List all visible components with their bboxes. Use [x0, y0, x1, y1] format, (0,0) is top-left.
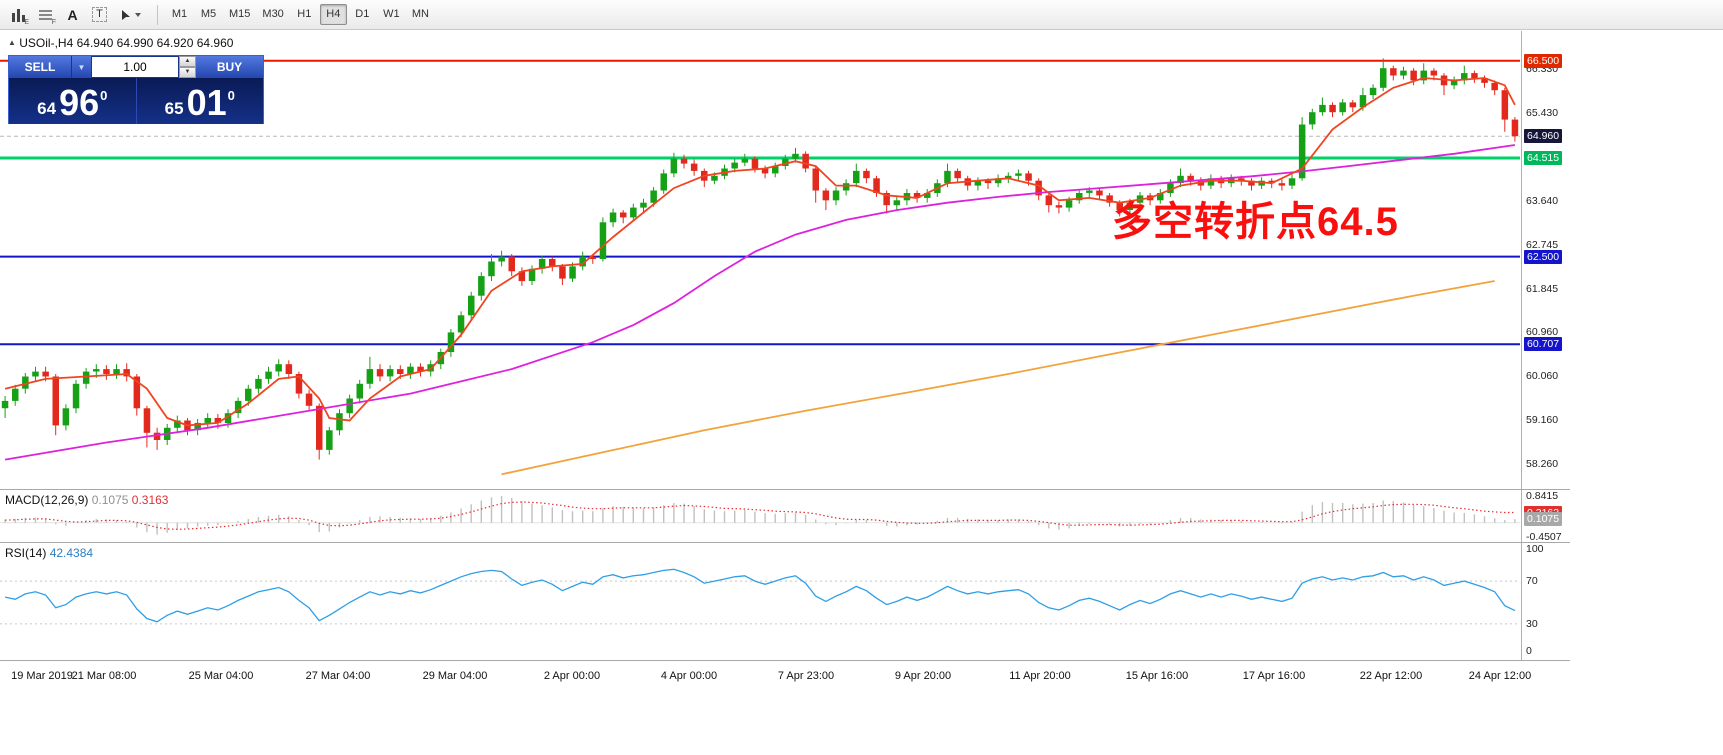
- macd-plot[interactable]: [0, 490, 1520, 542]
- bar-chart-icon: [11, 8, 25, 22]
- chart-symbol-header: ▲ USOil-,H4 64.940 64.990 64.920 64.960: [8, 36, 233, 50]
- time-tick-label: 17 Apr 16:00: [1242, 670, 1306, 682]
- toolbar-separator: [157, 4, 158, 25]
- time-tick-label: 4 Apr 00:00: [660, 670, 718, 682]
- rsi-name: RSI(14): [5, 546, 47, 560]
- volume-input[interactable]: [91, 56, 179, 78]
- spinner-up-icon[interactable]: ▲: [179, 56, 196, 67]
- panel-splitter[interactable]: [0, 660, 1570, 661]
- spinner-down-icon[interactable]: ▼: [179, 67, 196, 78]
- sell-price[interactable]: 64 96 0: [9, 78, 137, 124]
- arrow-tool-button[interactable]: [114, 4, 148, 26]
- price-badge: 62.500: [1524, 249, 1563, 264]
- chevron-down-icon: [135, 12, 141, 17]
- chevron-down-icon: ▼: [77, 62, 86, 72]
- price-badge: 0.1075: [1524, 512, 1563, 527]
- macd-name: MACD(12,26,9): [5, 493, 89, 507]
- timeframe-button-group: M1 M5 M15 M30 H1 H4 D1 W1 MN: [165, 4, 435, 25]
- time-axis: 19 Mar 2019 21 Mar 08:00 25 Mar 04:00 27 Ma…: [0, 661, 1570, 690]
- order-dropdown-button[interactable]: ▼: [71, 56, 91, 78]
- macd-panel: MACD(12,26,9) 0.1075 0.3163 0.8415 -0.450…: [0, 489, 1570, 543]
- axis-tick-label: 65.430: [1526, 107, 1559, 120]
- macd-label: MACD(12,26,9) 0.1075 0.3163: [5, 493, 168, 507]
- timeframe-m30[interactable]: M30: [262, 8, 284, 20]
- macd-signal-value: 0.3163: [131, 493, 169, 507]
- time-tick-label: 2 Apr 00:00: [543, 670, 601, 682]
- axis-tick-label: 61.845: [1526, 282, 1559, 295]
- timeframe-h1[interactable]: H1: [297, 8, 312, 20]
- price-axis: 66.330 65.430 63.640 62.745 61.845 60.960 60.0…: [1521, 31, 1570, 489]
- time-tick-label: 15 Apr 16:00: [1125, 670, 1189, 682]
- axis-tick-label: 60.060: [1526, 369, 1559, 382]
- time-tick-label: 27 Mar 04:00: [305, 670, 371, 682]
- text-t-icon: T: [92, 7, 107, 22]
- macd-main-value: 0.1075: [91, 493, 129, 507]
- time-tick-label: 25 Mar 04:00: [188, 670, 254, 682]
- rsi-label: RSI(14) 42.4384: [5, 546, 93, 560]
- time-tick-label: 24 Apr 12:00: [1468, 670, 1532, 682]
- buy-price[interactable]: 65 01 0: [137, 78, 264, 124]
- chart-annotation-text: 多空转折点64.5: [1112, 200, 1399, 244]
- rsi-value: 42.4384: [49, 546, 94, 560]
- one-click-trading-panel: SELL ▼ ▲ ▼ BUY 64 96 0 65 01 0: [8, 55, 264, 124]
- text-a-icon: A: [67, 6, 78, 23]
- panel-splitter[interactable]: [0, 489, 1570, 490]
- price-badge: 66.500: [1524, 53, 1563, 68]
- top-toolbar: E F A T M1 M5 M15 M30 H1 H4 D1 W1 MN: [0, 0, 1723, 30]
- axis-tick-label: 60.960: [1526, 325, 1559, 338]
- cursor-arrow-icon: [122, 9, 130, 20]
- timeframe-m1[interactable]: M1: [171, 8, 188, 20]
- sell-price-sup: 0: [100, 88, 108, 103]
- axis-tick-label: 70: [1526, 575, 1538, 588]
- time-tick-label: 11 Apr 20:00: [1009, 670, 1071, 682]
- text-box-tool-button[interactable]: T: [87, 4, 112, 26]
- axis-tick-label: 63.640: [1526, 194, 1559, 207]
- axis-tick-label: 30: [1526, 617, 1538, 630]
- sell-price-small: 64: [37, 99, 57, 118]
- sell-button[interactable]: SELL: [9, 56, 71, 78]
- list-chart-tool-button[interactable]: F: [33, 4, 58, 26]
- price-badge: 60.707: [1524, 337, 1563, 352]
- buy-price-small: 65: [164, 99, 184, 118]
- timeframe-w1[interactable]: W1: [383, 8, 400, 20]
- time-tick-label: 21 Mar 08:00: [71, 670, 137, 682]
- axis-tick-label: 58.260: [1526, 458, 1559, 471]
- price-badge: 64.960: [1524, 129, 1563, 144]
- panel-splitter[interactable]: [0, 542, 1570, 543]
- collapse-panel-icon[interactable]: ▲: [8, 38, 16, 47]
- timeframe-m15[interactable]: M15: [229, 8, 251, 20]
- timeframe-d1[interactable]: D1: [355, 8, 370, 20]
- buy-price-sup: 0: [227, 88, 235, 103]
- rsi-plot[interactable]: [0, 543, 1520, 660]
- timeframe-h4[interactable]: H4: [319, 4, 347, 25]
- text-label-tool-button[interactable]: A: [60, 4, 85, 26]
- candlestick-plot[interactable]: [0, 31, 1520, 489]
- timeframe-m5[interactable]: M5: [200, 8, 217, 20]
- sell-price-big: 96: [59, 82, 100, 124]
- rsi-panel: RSI(14) 42.4384 100 70 30 0: [0, 543, 1570, 660]
- bar-chart-tool-button[interactable]: E: [6, 4, 31, 26]
- time-tick-label: 29 Mar 04:00: [422, 670, 488, 682]
- buy-price-big: 01: [186, 82, 227, 124]
- volume-stepper: ▲ ▼: [179, 56, 196, 78]
- axis-tick-label: -0.4507: [1526, 530, 1562, 543]
- icon-sub-e: E: [24, 18, 29, 26]
- time-tick-label: 7 Apr 23:00: [777, 670, 835, 682]
- axis-tick-label: 59.160: [1526, 414, 1559, 426]
- axis-tick-label: 100: [1526, 543, 1544, 555]
- rsi-axis: 100 70 30 0: [1521, 543, 1570, 660]
- timeframe-mn[interactable]: MN: [411, 8, 429, 20]
- line-list-icon: [38, 9, 52, 20]
- symbol-ohlc-text: USOil-,H4 64.940 64.990 64.920 64.960: [19, 36, 234, 50]
- icon-sub-f: F: [51, 18, 56, 26]
- axis-tick-label: 0: [1526, 645, 1532, 657]
- axis-tick-label: 0.8415: [1526, 489, 1559, 502]
- buy-button[interactable]: BUY: [196, 56, 263, 78]
- price-badge: 64.515: [1524, 150, 1563, 165]
- axis-tick-label: 62.745: [1526, 238, 1559, 251]
- time-tick-label: 22 Apr 12:00: [1359, 670, 1423, 682]
- time-tick-label: 9 Apr 20:00: [894, 670, 952, 682]
- time-tick-label: 19 Mar 2019: [11, 670, 73, 682]
